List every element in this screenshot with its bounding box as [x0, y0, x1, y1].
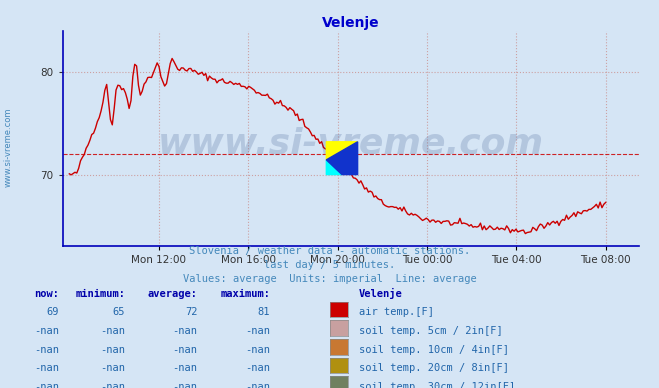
Text: -nan: -nan: [245, 382, 270, 388]
Text: maximum:: maximum:: [220, 289, 270, 299]
Text: air temp.[F]: air temp.[F]: [359, 307, 434, 317]
Text: -nan: -nan: [100, 363, 125, 373]
Text: 65: 65: [113, 307, 125, 317]
Text: Values: average  Units: imperial  Line: average: Values: average Units: imperial Line: av…: [183, 274, 476, 284]
Text: -nan: -nan: [34, 326, 59, 336]
Text: -nan: -nan: [100, 326, 125, 336]
Text: soil temp. 30cm / 12in[F]: soil temp. 30cm / 12in[F]: [359, 382, 515, 388]
Text: last day / 5 minutes.: last day / 5 minutes.: [264, 260, 395, 270]
Text: -nan: -nan: [245, 345, 270, 355]
Text: soil temp. 20cm / 8in[F]: soil temp. 20cm / 8in[F]: [359, 363, 509, 373]
Text: -nan: -nan: [173, 382, 198, 388]
Text: 69: 69: [47, 307, 59, 317]
Text: -nan: -nan: [173, 326, 198, 336]
Polygon shape: [326, 160, 342, 175]
Text: -nan: -nan: [173, 363, 198, 373]
Text: 81: 81: [258, 307, 270, 317]
Text: -nan: -nan: [245, 326, 270, 336]
Text: soil temp. 5cm / 2in[F]: soil temp. 5cm / 2in[F]: [359, 326, 503, 336]
Polygon shape: [326, 142, 358, 175]
Title: Velenje: Velenje: [322, 16, 380, 30]
Text: now:: now:: [34, 289, 59, 299]
Text: 72: 72: [185, 307, 198, 317]
Text: Velenje: Velenje: [359, 288, 403, 299]
Text: www.si-vreme.com: www.si-vreme.com: [158, 126, 544, 160]
Polygon shape: [326, 142, 358, 160]
Text: -nan: -nan: [245, 363, 270, 373]
Text: -nan: -nan: [100, 382, 125, 388]
Text: soil temp. 10cm / 4in[F]: soil temp. 10cm / 4in[F]: [359, 345, 509, 355]
Text: -nan: -nan: [100, 345, 125, 355]
Text: -nan: -nan: [34, 345, 59, 355]
Text: -nan: -nan: [34, 363, 59, 373]
Text: Slovenia / weather data - automatic stations.: Slovenia / weather data - automatic stat…: [189, 246, 470, 256]
Text: www.si-vreme.com: www.si-vreme.com: [3, 108, 13, 187]
Text: average:: average:: [148, 289, 198, 299]
Text: minimum:: minimum:: [75, 289, 125, 299]
Text: -nan: -nan: [173, 345, 198, 355]
Text: -nan: -nan: [34, 382, 59, 388]
